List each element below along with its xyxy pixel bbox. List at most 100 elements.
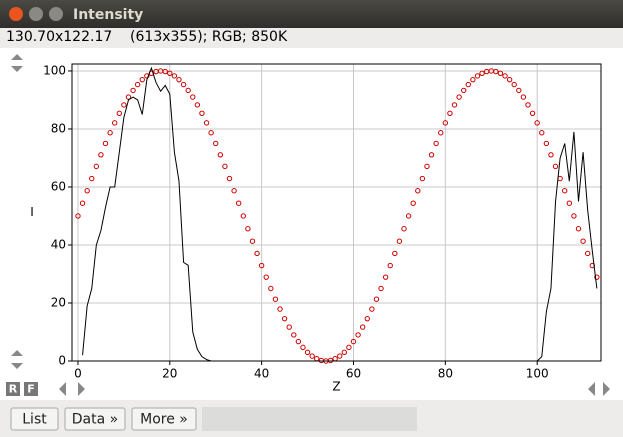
data-point	[176, 76, 182, 83]
data-point	[520, 94, 527, 100]
data-point	[382, 274, 389, 280]
data-point	[451, 102, 458, 108]
f-button[interactable]	[24, 382, 38, 396]
data-point	[474, 73, 481, 79]
y-tick-label: 20	[51, 295, 66, 309]
data-point	[424, 163, 430, 170]
data-point	[543, 140, 550, 147]
data-point	[180, 81, 187, 88]
data-point	[460, 87, 467, 94]
x-tick-label: 80	[438, 367, 453, 381]
data-point	[364, 315, 370, 322]
data-point	[396, 238, 403, 244]
x-tick-label: 100	[526, 367, 549, 381]
data-point	[185, 87, 191, 94]
data-point	[575, 226, 582, 232]
y-tick-label: 0	[58, 354, 66, 368]
data-point	[369, 306, 375, 312]
data-point	[470, 76, 476, 83]
plot-canvas	[0, 48, 623, 400]
data-point	[134, 81, 141, 88]
data-point	[226, 175, 233, 182]
title-bar	[0, 0, 623, 28]
data-point	[121, 102, 127, 108]
data-point	[144, 73, 150, 79]
data-point	[346, 344, 352, 351]
close-button[interactable]	[9, 7, 23, 21]
data-point	[401, 226, 407, 232]
more-button[interactable]	[131, 407, 197, 431]
data-point	[300, 344, 306, 351]
y-axis-label: I	[30, 205, 34, 219]
x-tick-label: 20	[162, 367, 177, 381]
maximize-button[interactable]	[49, 7, 63, 21]
data-point	[286, 324, 292, 330]
data-point	[162, 68, 168, 75]
data-point	[548, 152, 554, 158]
data-point	[304, 349, 311, 355]
plot: 0 20 40 60 80 100 0 20 40 60 80 100 Z I	[30, 63, 602, 394]
r-button-label[interactable]: R	[9, 383, 18, 396]
data-point	[208, 130, 214, 136]
info-bar	[0, 28, 623, 48]
data-point	[213, 140, 219, 147]
data-point	[539, 130, 545, 136]
data-button-label[interactable]: Data »	[72, 412, 118, 428]
data-point	[529, 110, 536, 117]
data-point	[84, 188, 90, 194]
r-button[interactable]	[6, 382, 20, 396]
list-button-label[interactable]: List	[22, 412, 47, 428]
data-point	[415, 188, 421, 194]
data-point	[337, 353, 343, 359]
data-point	[438, 130, 444, 136]
y-tick-label: 80	[51, 121, 66, 135]
data-point	[447, 110, 453, 117]
more-button-label[interactable]: More »	[140, 412, 188, 428]
data-point	[594, 274, 600, 280]
data-point	[281, 315, 288, 322]
data-point	[516, 87, 522, 94]
data-point	[373, 296, 380, 302]
data-button[interactable]	[64, 407, 126, 431]
f-button-label[interactable]: F	[27, 383, 35, 396]
data-point	[359, 324, 366, 330]
scroll-arrows[interactable]	[11, 54, 23, 72]
data-point	[254, 250, 260, 257]
data-point	[263, 274, 269, 280]
scroll-arrows[interactable]	[11, 350, 23, 369]
data-point	[93, 163, 100, 170]
data-point	[327, 357, 334, 364]
list-button[interactable]	[10, 407, 59, 431]
data-point	[566, 200, 573, 206]
data-point	[291, 332, 297, 338]
data-point	[268, 285, 274, 292]
y-tick-label: 60	[51, 179, 66, 193]
window-title: Intensity	[73, 7, 143, 23]
minimize-button[interactable]	[29, 7, 43, 21]
data-point	[506, 76, 513, 83]
data-point	[428, 152, 435, 158]
data-point	[295, 338, 302, 345]
data-point	[222, 163, 228, 170]
data-point	[580, 238, 586, 244]
status-field	[202, 407, 417, 431]
data-point	[102, 140, 109, 147]
data-point	[272, 296, 279, 302]
data-point	[199, 110, 205, 117]
plot-frame	[71, 63, 602, 362]
data-point	[392, 250, 398, 257]
data-point	[107, 130, 113, 136]
data-point	[217, 152, 224, 158]
data-point	[479, 70, 485, 76]
data-point	[167, 70, 173, 76]
data-point	[456, 94, 462, 100]
data-point	[190, 94, 196, 100]
data-point	[534, 120, 540, 126]
data-point	[116, 110, 122, 117]
data-point	[465, 81, 471, 88]
data-point	[258, 262, 265, 269]
data-point	[309, 353, 315, 359]
x-tick-label: 40	[254, 367, 269, 381]
